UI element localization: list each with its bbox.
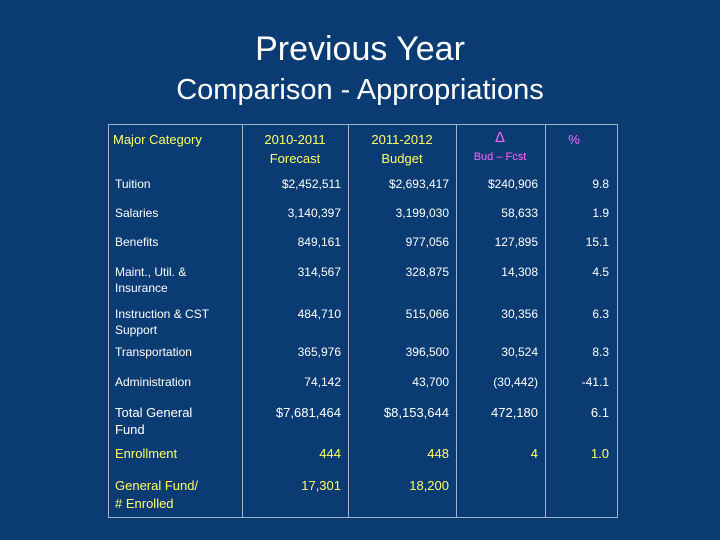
row-category: Maint., Util. &: [115, 265, 187, 279]
row-budget: 977,056: [405, 235, 449, 249]
row-percent: 15.1: [585, 235, 609, 249]
row-percent: 9.8: [592, 177, 609, 191]
row-budget: 328,875: [405, 265, 449, 279]
row-category: General Fund/: [115, 478, 199, 493]
row-forecast: 3,140,397: [287, 206, 341, 220]
row-forecast: 17,301: [301, 478, 341, 493]
appropriations-table: Major Category 2010-2011 Forecast 2011-2…: [108, 124, 618, 518]
header-budget-label: Budget: [381, 151, 423, 166]
slide-title: Previous Year: [255, 30, 465, 68]
header-forecast-year: 2010-2011: [264, 132, 326, 147]
row-delta: 58,633: [501, 206, 538, 220]
row-delta: 4: [530, 446, 538, 461]
row-forecast: 365,976: [297, 345, 341, 359]
row-budget: 448: [427, 446, 449, 461]
row-delta: 30,356: [501, 307, 538, 321]
row-delta: 127,895: [494, 235, 538, 249]
header-forecast-label: Forecast: [269, 151, 321, 166]
row-forecast: $7,681,464: [275, 405, 341, 420]
header-percent: %: [568, 132, 580, 147]
delta-icon: Δ: [494, 129, 506, 146]
row-forecast: 314,567: [297, 265, 341, 279]
row-category: Salaries: [115, 206, 159, 220]
row-percent: -41.1: [581, 375, 609, 389]
column-divider: [545, 125, 546, 517]
row-budget: 18,200: [409, 478, 449, 493]
row-budget: 3,199,030: [395, 206, 449, 220]
row-budget: 396,500: [405, 345, 449, 359]
row-category-cont: Fund: [115, 422, 145, 437]
row-forecast: 484,710: [297, 307, 341, 321]
row-percent: 6.3: [592, 307, 609, 321]
row-forecast: $2,452,511: [281, 177, 341, 191]
row-category: Transportation: [115, 345, 192, 359]
header-delta-label: Bud – Fcst: [473, 151, 527, 163]
row-delta: 30,524: [501, 345, 538, 359]
row-percent: 4.5: [592, 265, 609, 279]
column-divider: [242, 125, 243, 517]
row-budget: 43,700: [412, 375, 449, 389]
row-category: Benefits: [115, 235, 159, 249]
row-category-cont: Insurance: [115, 281, 168, 295]
row-category-cont: Support: [115, 323, 158, 337]
row-category: Instruction & CST: [115, 307, 210, 321]
row-delta: 472,180: [491, 405, 538, 420]
row-category-cont: # Enrolled: [115, 496, 174, 511]
column-divider: [348, 125, 349, 517]
row-delta: $240,906: [487, 177, 538, 191]
row-percent: 6.1: [590, 405, 609, 420]
row-budget: $8,153,644: [383, 405, 449, 420]
row-category: Administration: [115, 375, 192, 389]
header-budget-year: 2011-2012: [371, 132, 433, 147]
row-delta: 14,308: [501, 265, 538, 279]
slide-subtitle: Comparison - Appropriations: [176, 74, 544, 106]
row-category: Tuition: [115, 177, 151, 191]
row-percent: 1.0: [590, 446, 609, 461]
row-forecast: 849,161: [297, 235, 341, 249]
row-budget: 515,066: [405, 307, 449, 321]
column-divider: [456, 125, 457, 517]
row-budget: $2,693,417: [388, 177, 449, 191]
row-forecast: 444: [319, 446, 341, 461]
row-percent: 1.9: [592, 206, 609, 220]
header-major-category: Major Category: [113, 132, 202, 147]
row-category: Total General: [115, 405, 193, 420]
row-forecast: 74,142: [304, 375, 341, 389]
row-delta: (30,442): [493, 375, 538, 389]
row-category: Enrollment: [115, 446, 178, 461]
row-percent: 8.3: [592, 345, 609, 359]
